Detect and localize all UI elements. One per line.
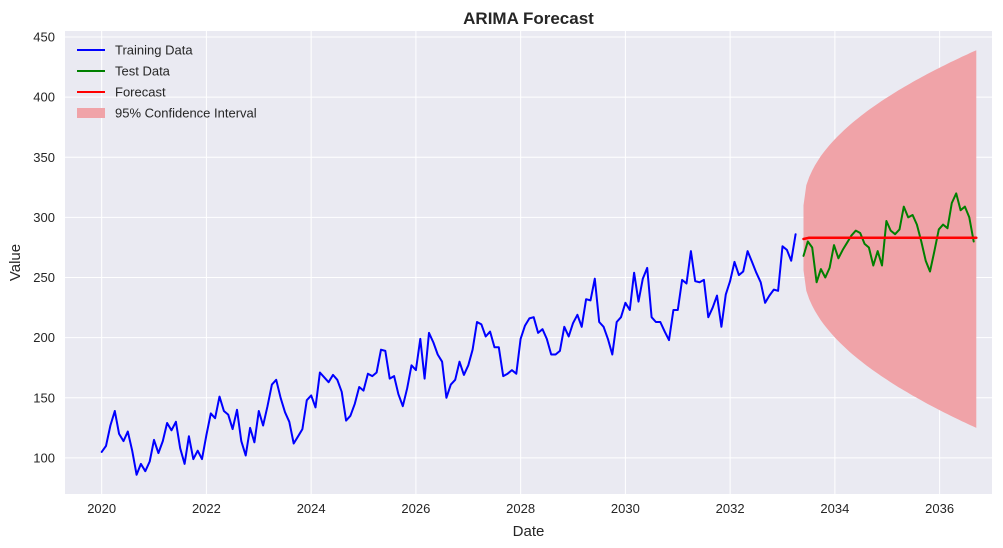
x-axis-title: Date	[513, 523, 545, 540]
x-tick-label: 2024	[297, 501, 326, 516]
legend-label-training: Training Data	[115, 43, 193, 58]
legend: Training Data Test Data Forecast 95% Con…	[77, 43, 257, 121]
y-tick-label: 150	[33, 390, 55, 405]
series-line-training	[100, 233, 797, 476]
x-tick-label: 2020	[87, 501, 116, 516]
tick-label-layer: 2020 2022 2024 2026 2028 2030 2032 2034 2036 100 1…	[33, 30, 954, 516]
legend-item-test: Test Data	[77, 64, 171, 79]
x-tick-label: 2022	[192, 501, 221, 516]
chart-title: ARIMA Forecast	[463, 9, 594, 28]
legend-item-confidence-interval: 95% Confidence Interval	[77, 106, 257, 121]
legend-label-forecast: Forecast	[115, 85, 166, 100]
y-tick-label: 300	[33, 210, 55, 225]
x-tick-label: 2026	[401, 501, 430, 516]
x-tick-label: 2036	[925, 501, 954, 516]
y-axis-title: Value	[7, 244, 24, 281]
y-tick-label: 350	[33, 150, 55, 165]
legend-label-test: Test Data	[115, 64, 171, 79]
series-line-forecast	[802, 236, 978, 241]
y-tick-label: 100	[33, 450, 55, 465]
legend-swatch-confidence-interval	[77, 108, 105, 118]
y-tick-label: 400	[33, 90, 55, 105]
x-tick-label: 2030	[611, 501, 640, 516]
y-tick-label: 250	[33, 270, 55, 285]
x-tick-label: 2034	[820, 501, 849, 516]
y-tick-label: 200	[33, 330, 55, 345]
y-tick-label: 450	[33, 30, 55, 45]
x-tick-label: 2028	[506, 501, 535, 516]
legend-item-forecast: Forecast	[77, 85, 166, 100]
series-layer	[100, 192, 978, 476]
x-tick-label: 2032	[716, 501, 745, 516]
legend-item-training: Training Data	[77, 43, 193, 58]
series-line-test	[802, 192, 975, 284]
legend-label-confidence-interval: 95% Confidence Interval	[115, 106, 257, 121]
